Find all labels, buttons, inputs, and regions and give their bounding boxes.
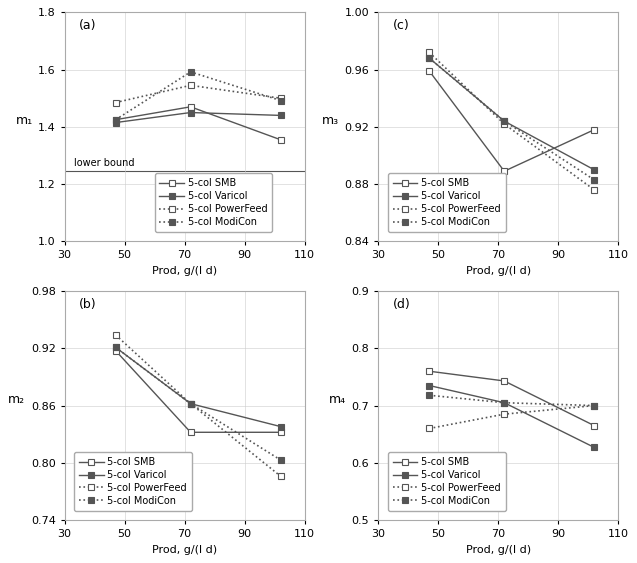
Legend: 5-col SMB, 5-col Varicol, 5-col PowerFeed, 5-col ModiCon: 5-col SMB, 5-col Varicol, 5-col PowerFee… (155, 173, 272, 232)
X-axis label: Prod, g/(l d): Prod, g/(l d) (466, 266, 531, 276)
Y-axis label: m₂: m₂ (8, 392, 25, 405)
Text: (b): (b) (79, 298, 97, 311)
Y-axis label: m₄: m₄ (329, 392, 347, 405)
X-axis label: Prod, g/(l d): Prod, g/(l d) (152, 266, 217, 276)
Legend: 5-col SMB, 5-col Varicol, 5-col PowerFeed, 5-col ModiCon: 5-col SMB, 5-col Varicol, 5-col PowerFee… (388, 173, 506, 232)
Y-axis label: m₁: m₁ (15, 114, 32, 127)
Text: (a): (a) (79, 19, 97, 32)
X-axis label: Prod, g/(l d): Prod, g/(l d) (466, 544, 531, 555)
Text: (d): (d) (393, 298, 410, 311)
Legend: 5-col SMB, 5-col Varicol, 5-col PowerFeed, 5-col ModiCon: 5-col SMB, 5-col Varicol, 5-col PowerFee… (75, 452, 192, 511)
Legend: 5-col SMB, 5-col Varicol, 5-col PowerFeed, 5-col ModiCon: 5-col SMB, 5-col Varicol, 5-col PowerFee… (388, 452, 506, 511)
Text: lower bound: lower bound (74, 158, 134, 168)
X-axis label: Prod, g/(l d): Prod, g/(l d) (152, 544, 217, 555)
Y-axis label: m₃: m₃ (322, 114, 339, 127)
Text: (c): (c) (393, 19, 410, 32)
